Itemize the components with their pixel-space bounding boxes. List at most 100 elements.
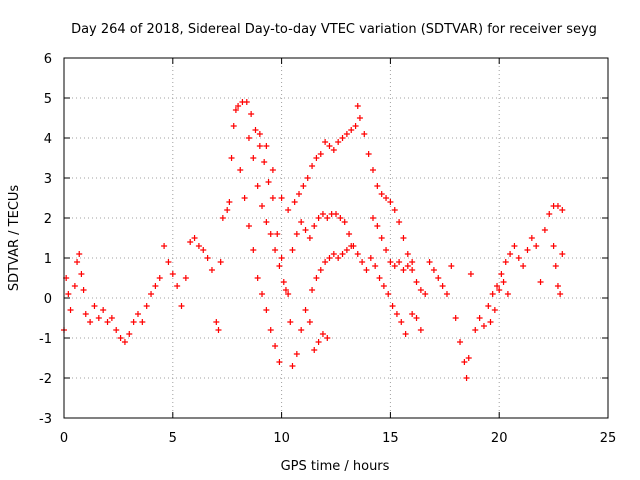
data-point	[204, 255, 211, 261]
data-point	[304, 175, 311, 181]
data-point	[272, 247, 279, 253]
grid-lines	[64, 58, 608, 418]
data-point	[265, 179, 272, 185]
data-point	[306, 235, 313, 241]
data-point	[389, 303, 396, 309]
data-point	[267, 327, 274, 333]
data-point	[226, 199, 233, 205]
plot-frame	[63, 57, 609, 419]
data-point	[533, 243, 540, 249]
data-point	[500, 279, 507, 285]
data-point	[467, 271, 474, 277]
data-point	[326, 143, 333, 149]
data-point	[372, 263, 379, 269]
data-point	[259, 291, 266, 297]
data-point	[487, 319, 494, 325]
data-point	[317, 151, 324, 157]
data-point	[280, 279, 287, 285]
data-point	[219, 215, 226, 221]
data-point	[178, 303, 185, 309]
data-point	[335, 255, 342, 261]
data-point	[130, 319, 137, 325]
data-point	[476, 315, 483, 321]
data-point	[126, 331, 133, 337]
data-point	[313, 155, 320, 161]
y-axis-ticks: -3 -2 -1 0 1 2 3 4 5 6	[39, 52, 608, 427]
data-point	[343, 131, 350, 137]
data-point	[276, 359, 283, 365]
data-point	[100, 307, 107, 313]
data-point	[232, 107, 239, 113]
data-point	[298, 219, 305, 225]
data-point	[365, 151, 372, 157]
data-point	[313, 275, 320, 281]
data-point	[385, 291, 392, 297]
data-point	[274, 231, 281, 237]
data-point	[319, 331, 326, 337]
data-point	[208, 267, 215, 273]
data-point	[230, 123, 237, 129]
x-tick-label: 10	[273, 431, 290, 446]
data-point	[187, 239, 194, 245]
data-point	[322, 139, 329, 145]
data-point	[417, 287, 424, 293]
data-point	[378, 235, 385, 241]
data-point	[402, 331, 409, 337]
data-point	[143, 303, 150, 309]
data-point	[108, 315, 115, 321]
data-point	[250, 155, 257, 161]
data-point	[74, 259, 81, 265]
data-point	[252, 127, 259, 133]
y-tick-label: 6	[44, 52, 52, 67]
data-point	[67, 307, 74, 313]
data-point	[324, 335, 331, 341]
data-point	[380, 283, 387, 289]
data-point	[276, 263, 283, 269]
y-axis-label: SDTVAR / TECUs	[7, 185, 22, 292]
x-axis-label: GPS time / hours	[281, 459, 390, 474]
data-point	[393, 311, 400, 317]
data-point	[361, 131, 368, 137]
y-tick-label: 3	[44, 172, 52, 187]
data-points	[61, 99, 566, 381]
data-point	[263, 143, 270, 149]
data-point	[298, 327, 305, 333]
data-point	[496, 287, 503, 293]
data-point	[426, 259, 433, 265]
data-point	[200, 247, 207, 253]
data-point	[282, 287, 289, 293]
data-point	[359, 259, 366, 265]
data-point	[121, 339, 128, 345]
data-point	[452, 315, 459, 321]
data-point	[554, 283, 561, 289]
data-point	[296, 191, 303, 197]
data-point	[235, 103, 242, 109]
y-tick-label: 4	[44, 132, 52, 147]
data-point	[91, 303, 98, 309]
data-point	[289, 363, 296, 369]
data-point	[324, 215, 331, 221]
data-point	[315, 215, 322, 221]
data-point	[319, 211, 326, 217]
data-point	[400, 235, 407, 241]
data-point	[117, 335, 124, 341]
data-point	[413, 279, 420, 285]
data-point	[254, 183, 261, 189]
data-point	[335, 139, 342, 145]
data-point	[507, 251, 514, 257]
data-point	[354, 103, 361, 109]
data-point	[430, 267, 437, 273]
data-point	[174, 283, 181, 289]
data-point	[156, 275, 163, 281]
data-point	[241, 195, 248, 201]
y-tick-label: 2	[44, 212, 52, 227]
data-point	[396, 219, 403, 225]
data-point	[557, 291, 564, 297]
data-point	[87, 319, 94, 325]
data-point	[480, 323, 487, 329]
data-point	[559, 207, 566, 213]
data-point	[417, 327, 424, 333]
data-point	[498, 271, 505, 277]
data-point	[245, 223, 252, 229]
data-point	[352, 123, 359, 129]
